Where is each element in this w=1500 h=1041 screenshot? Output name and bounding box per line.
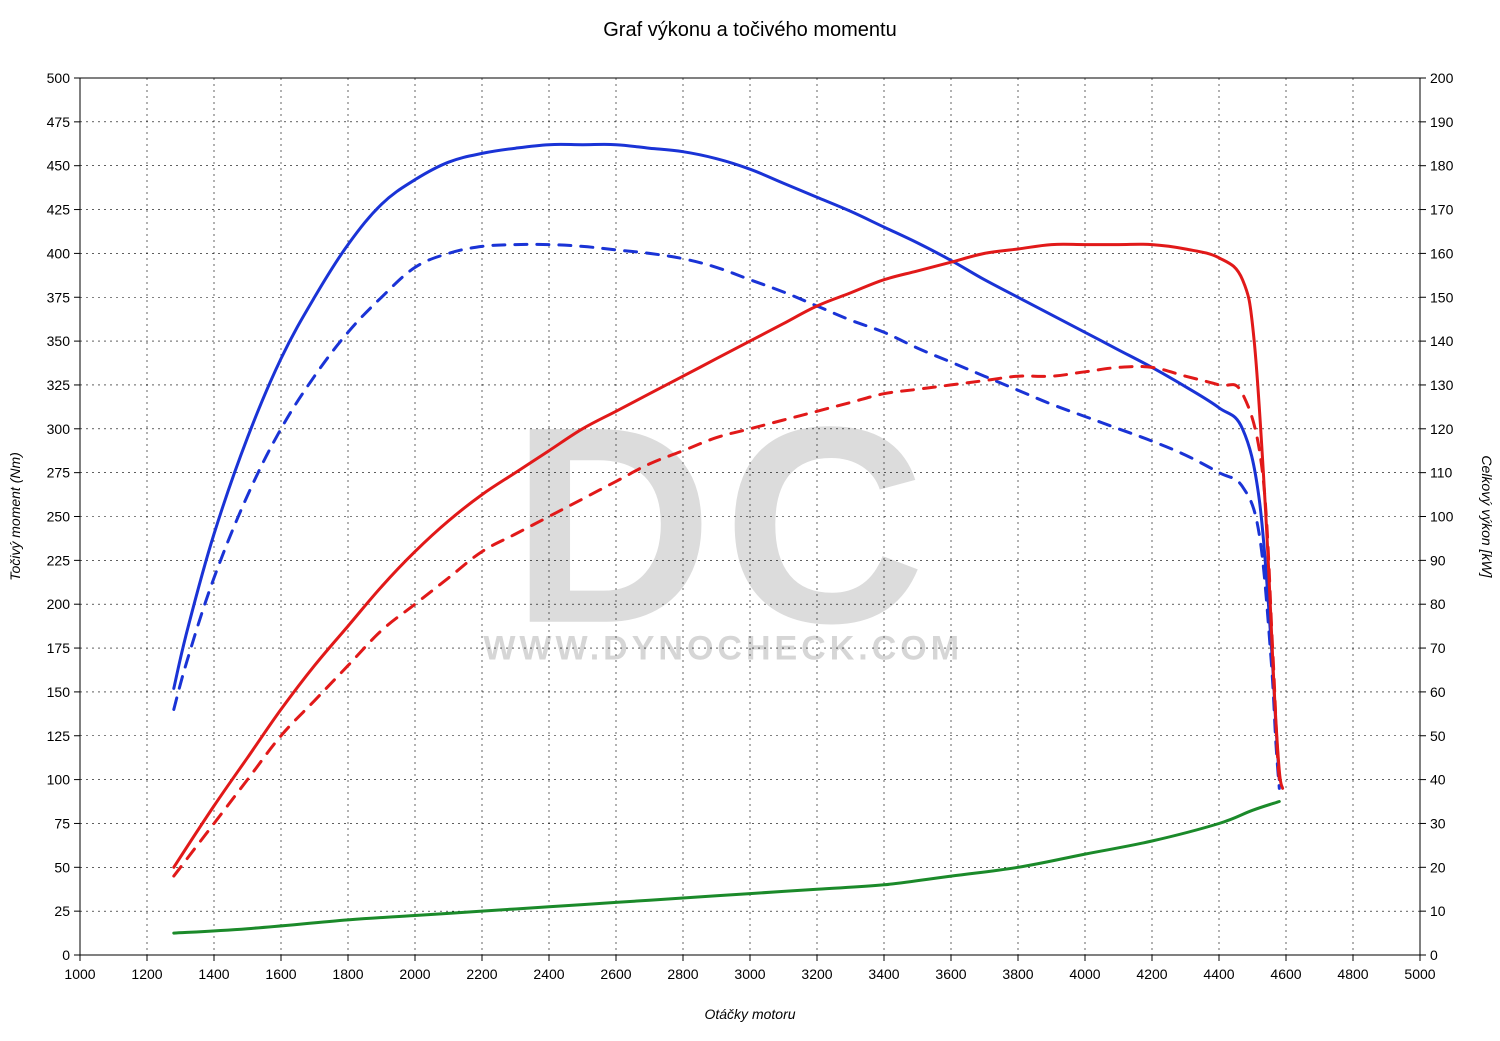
- y-right-tick-label: 0: [1430, 947, 1438, 963]
- x-tick-label: 2200: [466, 966, 497, 982]
- y-left-tick-label: 425: [47, 202, 71, 218]
- y-left-tick-label: 450: [47, 158, 71, 174]
- x-tick-label: 1400: [198, 966, 229, 982]
- x-tick-label: 2600: [600, 966, 631, 982]
- y-right-tick-label: 200: [1430, 70, 1454, 86]
- y-left-tick-label: 275: [47, 465, 71, 481]
- watermark-sub: WWW.DYNOCHECK.COM: [483, 630, 963, 668]
- y-left-tick-label: 0: [62, 947, 70, 963]
- y-left-tick-label: 400: [47, 245, 71, 261]
- y-right-tick-label: 20: [1430, 859, 1446, 875]
- y-right-tick-label: 80: [1430, 596, 1446, 612]
- x-tick-label: 4600: [1270, 966, 1301, 982]
- watermark: DCWWW.DYNOCHECK.COM: [483, 370, 963, 682]
- y-left-tick-label: 375: [47, 289, 71, 305]
- y-left-tick-label: 25: [54, 903, 70, 919]
- x-tick-label: 3000: [734, 966, 765, 982]
- y-right-tick-label: 150: [1430, 289, 1454, 305]
- y-right-tick-label: 40: [1430, 772, 1446, 788]
- y-right-tick-label: 50: [1430, 728, 1446, 744]
- x-tick-label: 3800: [1002, 966, 1033, 982]
- y-right-tick-label: 170: [1430, 202, 1454, 218]
- x-tick-label: 3200: [801, 966, 832, 982]
- x-tick-label: 5000: [1404, 966, 1435, 982]
- y-left-tick-label: 200: [47, 596, 71, 612]
- y-left-tick-label: 300: [47, 421, 71, 437]
- x-tick-label: 4800: [1337, 966, 1368, 982]
- y-left-tick-label: 475: [47, 114, 71, 130]
- y-left-tick-label: 225: [47, 552, 71, 568]
- y-left-tick-label: 100: [47, 772, 71, 788]
- x-tick-label: 4400: [1203, 966, 1234, 982]
- x-tick-label: 4200: [1136, 966, 1167, 982]
- y-left-tick-label: 175: [47, 640, 71, 656]
- y-left-tick-label: 50: [54, 859, 70, 875]
- y-left-tick-label: 250: [47, 509, 71, 525]
- y-right-tick-label: 130: [1430, 377, 1454, 393]
- x-tick-label: 1800: [332, 966, 363, 982]
- y-right-tick-label: 120: [1430, 421, 1454, 437]
- y-right-tick-label: 90: [1430, 552, 1446, 568]
- x-tick-label: 3600: [935, 966, 966, 982]
- y-right-tick-label: 110: [1430, 465, 1453, 481]
- y-right-tick-label: 70: [1430, 640, 1446, 656]
- y-right-tick-label: 180: [1430, 158, 1454, 174]
- y-right-axis-label: Celkový výkon [kW]: [1479, 455, 1495, 578]
- y-left-axis-label: Točivý moment (Nm): [7, 452, 23, 581]
- x-tick-label: 2800: [667, 966, 698, 982]
- x-tick-label: 1000: [64, 966, 95, 982]
- y-left-tick-label: 500: [47, 70, 71, 86]
- y-right-tick-label: 160: [1430, 245, 1454, 261]
- chart-svg: Graf výkonu a točivého momentu DCWWW.DYNO…: [0, 0, 1500, 1041]
- chart-title: Graf výkonu a točivého momentu: [603, 19, 896, 41]
- x-tick-label: 2400: [533, 966, 564, 982]
- x-tick-label: 4000: [1069, 966, 1100, 982]
- x-axis-label: Otáčky motoru: [704, 1006, 795, 1022]
- y-left-tick-label: 150: [47, 684, 71, 700]
- y-right-tick-label: 190: [1430, 114, 1454, 130]
- y-left-tick-label: 125: [47, 728, 71, 744]
- y-right-tick-label: 100: [1430, 509, 1454, 525]
- y-right-tick-label: 60: [1430, 684, 1446, 700]
- y-right-tick-label: 140: [1430, 333, 1454, 349]
- x-tick-label: 3400: [868, 966, 899, 982]
- dyno-chart: Graf výkonu a točivého momentu DCWWW.DYNO…: [0, 0, 1500, 1041]
- y-left-tick-label: 325: [47, 377, 71, 393]
- x-tick-label: 2000: [399, 966, 430, 982]
- y-left-tick-label: 350: [47, 333, 71, 349]
- x-tick-label: 1200: [131, 966, 162, 982]
- y-left-tick-label: 75: [54, 815, 70, 831]
- y-right-tick-label: 10: [1430, 903, 1446, 919]
- x-tick-label: 1600: [265, 966, 296, 982]
- y-right-tick-label: 30: [1430, 815, 1446, 831]
